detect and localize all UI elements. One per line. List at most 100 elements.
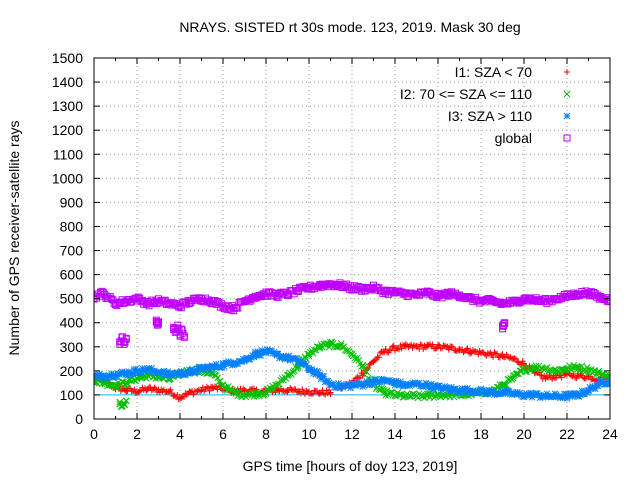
data-point	[360, 363, 368, 371]
x-tick-label: 2	[133, 426, 141, 442]
legend-label: I2: 70 <= SZA <= 110	[400, 86, 532, 102]
x-tick-label: 4	[176, 426, 184, 442]
data-point	[303, 387, 310, 394]
data-point	[441, 343, 448, 350]
data-point	[453, 348, 460, 355]
data-point	[473, 348, 480, 355]
x-tick-label: 18	[473, 426, 489, 442]
data-point	[499, 321, 507, 329]
data-point	[607, 376, 610, 383]
data-point	[311, 346, 318, 354]
axis-ticks: 0100200300400500600700800900100011001200…	[52, 50, 618, 442]
x-tick-label: 16	[430, 426, 446, 442]
x-tick-label: 22	[559, 426, 575, 442]
data-point	[464, 345, 471, 352]
y-tick-label: 1400	[52, 74, 83, 90]
data-point	[578, 362, 586, 370]
data-point	[424, 341, 431, 348]
data-point	[174, 324, 182, 332]
data-point	[503, 381, 510, 389]
data-point	[181, 394, 188, 401]
legend-marker	[563, 112, 571, 120]
data-point	[377, 349, 384, 356]
data-point	[519, 358, 526, 365]
y-tick-label: 400	[60, 315, 84, 331]
y-tick-label: 300	[60, 339, 84, 355]
data-point	[410, 342, 417, 349]
data-point	[206, 387, 213, 394]
data-point	[234, 392, 242, 400]
data-point	[214, 386, 221, 393]
data-point	[175, 396, 182, 403]
data-point	[518, 361, 525, 368]
x-tick-label: 20	[516, 426, 532, 442]
data-point	[150, 386, 157, 393]
data-point	[94, 379, 98, 387]
x-tick-label: 10	[301, 426, 317, 442]
data-point	[606, 372, 610, 380]
data-point	[187, 388, 194, 395]
data-point	[560, 366, 568, 374]
data-point	[382, 392, 389, 399]
data-point	[121, 401, 129, 409]
data-point	[491, 349, 498, 356]
data-point	[136, 388, 143, 395]
data-point	[179, 329, 187, 337]
y-tick-label: 1000	[52, 170, 83, 186]
series-3	[94, 279, 610, 348]
legend-label: I3: SZA > 110	[448, 108, 532, 124]
data-point	[153, 319, 161, 327]
data-point	[112, 384, 119, 391]
y-tick-label: 1200	[52, 122, 83, 138]
data-point	[274, 381, 282, 388]
data-point	[467, 350, 474, 357]
data-point	[449, 344, 456, 351]
data-point	[478, 350, 484, 357]
data-point	[183, 391, 190, 398]
data-point	[143, 387, 150, 394]
data-point	[327, 390, 334, 397]
data-point	[386, 389, 393, 397]
data-point	[156, 389, 163, 396]
legend-marker	[564, 69, 570, 75]
data-point	[508, 376, 516, 383]
data-point	[583, 364, 591, 371]
data-point	[541, 372, 548, 379]
legend-marker	[563, 90, 571, 98]
y-tick-label: 1100	[53, 146, 83, 162]
data-point	[305, 352, 313, 360]
x-tick-label: 6	[219, 426, 227, 442]
data-point	[380, 386, 388, 394]
x-tick-label: 8	[262, 426, 270, 442]
data-point	[159, 388, 166, 395]
data-point	[494, 350, 501, 357]
data-point	[371, 357, 378, 364]
data-point	[283, 388, 290, 395]
y-tick-label: 1500	[52, 50, 83, 66]
legend-label: global	[495, 130, 532, 146]
data-point	[108, 370, 115, 378]
y-tick-label: 0	[75, 411, 83, 427]
data-point	[395, 391, 403, 399]
x-tick-label: 24	[602, 426, 618, 442]
data-point	[435, 341, 441, 348]
data-point	[254, 348, 262, 355]
data-point	[463, 346, 470, 353]
data-point	[167, 386, 174, 393]
data-point	[316, 391, 323, 398]
data-point	[174, 391, 181, 398]
legend-marker	[563, 134, 571, 142]
data-point	[569, 373, 576, 380]
data-point	[178, 325, 186, 333]
series-layer	[94, 279, 610, 411]
data-point	[511, 355, 518, 362]
data-point	[124, 380, 131, 388]
data-point	[398, 345, 405, 352]
data-point	[500, 322, 508, 330]
data-point	[501, 319, 509, 327]
data-point	[257, 351, 264, 359]
y-tick-label: 600	[60, 267, 84, 283]
data-point	[486, 350, 493, 357]
data-point	[117, 403, 125, 411]
